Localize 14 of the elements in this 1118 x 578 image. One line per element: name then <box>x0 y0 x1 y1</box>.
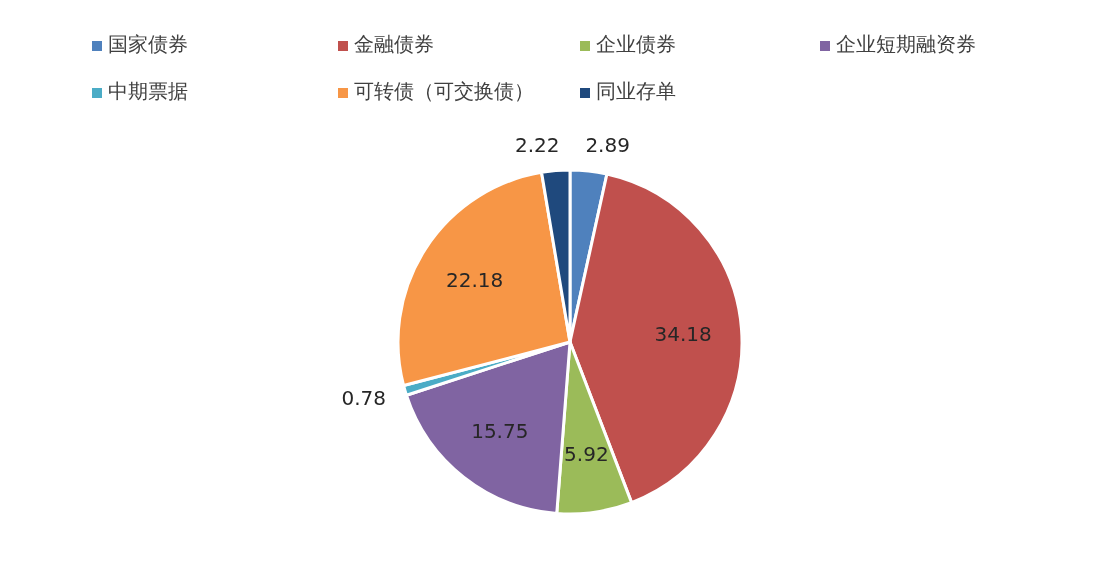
legend-label: 企业短期融资券 <box>836 32 976 56</box>
data-label: 15.75 <box>471 419 529 444</box>
legend-label: 金融债券 <box>354 32 434 56</box>
data-label: 34.18 <box>654 321 712 346</box>
legend-label: 企业债券 <box>596 32 676 56</box>
legend-label: 可转债（可交换债） <box>354 79 534 103</box>
data-label: 5.92 <box>564 442 609 467</box>
data-label: 2.89 <box>585 133 630 158</box>
legend-label: 国家债券 <box>108 32 188 56</box>
data-label: 2.22 <box>515 132 560 157</box>
data-label: 22.18 <box>446 268 504 293</box>
data-label: 0.78 <box>341 385 386 410</box>
legend-label: 中期票据 <box>108 79 188 103</box>
legend-label: 同业存单 <box>596 79 676 103</box>
